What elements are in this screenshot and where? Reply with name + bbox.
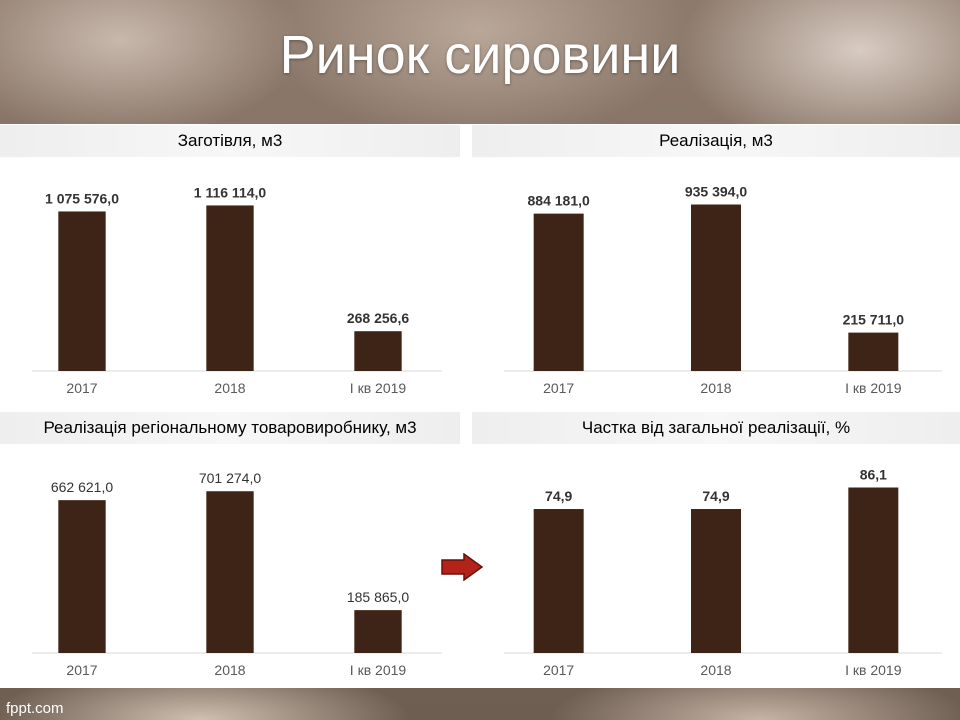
bar [533, 213, 584, 371]
x-tick-label: 2018 [214, 380, 245, 396]
bar [206, 491, 254, 653]
x-tick-label: 2018 [214, 662, 245, 678]
bar [58, 211, 106, 371]
data-label: 74,9 [702, 488, 729, 504]
bar [691, 509, 741, 653]
bar-chart-harvesting: 1 075 576,0 2017 1 116 114,0 2018 268 256,6 I… [32, 184, 442, 396]
bar [848, 487, 899, 653]
chart-panel-sales: Реалізація, м3 884 181,0 2017 935 394,0 201… [472, 125, 960, 405]
chart-panel-share: Частка від загальної реалізації, % 74,9 2… [472, 412, 960, 687]
data-label: 662 621,0 [51, 479, 113, 495]
arrow-right-icon [441, 553, 484, 581]
bar [206, 205, 254, 371]
bar [533, 509, 584, 653]
chart-panel-regional-sales: Реалізація регіональному товаровиробнику… [0, 412, 460, 687]
chart-title: Реалізація регіональному товаровиробнику… [0, 412, 460, 444]
bar [354, 610, 402, 653]
bar [848, 332, 899, 371]
bar [691, 204, 741, 371]
data-label: 86,1 [860, 466, 887, 482]
bar [58, 500, 106, 653]
bar [354, 331, 402, 371]
data-label: 701 274,0 [199, 470, 261, 486]
footer-brand: fppt.com [6, 700, 64, 717]
x-tick-label: 2017 [543, 662, 574, 678]
x-tick-label: 2018 [700, 380, 731, 396]
slide-title: Ринок сировини [279, 25, 681, 85]
data-label: 935 394,0 [685, 183, 747, 199]
bar-chart-sales: 884 181,0 2017 935 394,0 2018 215 711,0 I кв … [504, 183, 942, 396]
data-label: 1 116 114,0 [194, 184, 267, 200]
x-tick-label: I кв 2019 [350, 380, 407, 396]
content-area [0, 124, 960, 688]
chart-title: Реалізація, м3 [472, 125, 960, 157]
bar-chart-regional-sales: 662 621,0 2017 701 274,0 2018 185 865,0 I кв … [32, 470, 442, 678]
data-label: 185 865,0 [347, 589, 409, 605]
chart-panel-harvesting: Заготівля, м3 1 075 576,0 2017 1 116 114,0… [0, 125, 460, 405]
bar-chart-share: 74,9 2017 74,9 2018 86,1 I кв 2019 [504, 466, 942, 678]
data-label: 268 256,6 [347, 310, 409, 326]
x-tick-label: I кв 2019 [350, 662, 407, 678]
x-tick-label: 2017 [66, 662, 97, 678]
x-tick-label: 2017 [66, 380, 97, 396]
data-label: 1 075 576,0 [45, 190, 119, 206]
chart-title: Частка від загальної реалізації, % [472, 412, 960, 444]
data-label: 884 181,0 [528, 193, 590, 209]
data-label: 215 711,0 [843, 312, 905, 328]
chart-title: Заготівля, м3 [0, 125, 460, 157]
data-label: 74,9 [545, 488, 572, 504]
x-tick-label: I кв 2019 [845, 662, 902, 678]
x-tick-label: 2017 [543, 380, 574, 396]
x-tick-label: 2018 [700, 662, 731, 678]
x-tick-label: I кв 2019 [845, 380, 902, 396]
